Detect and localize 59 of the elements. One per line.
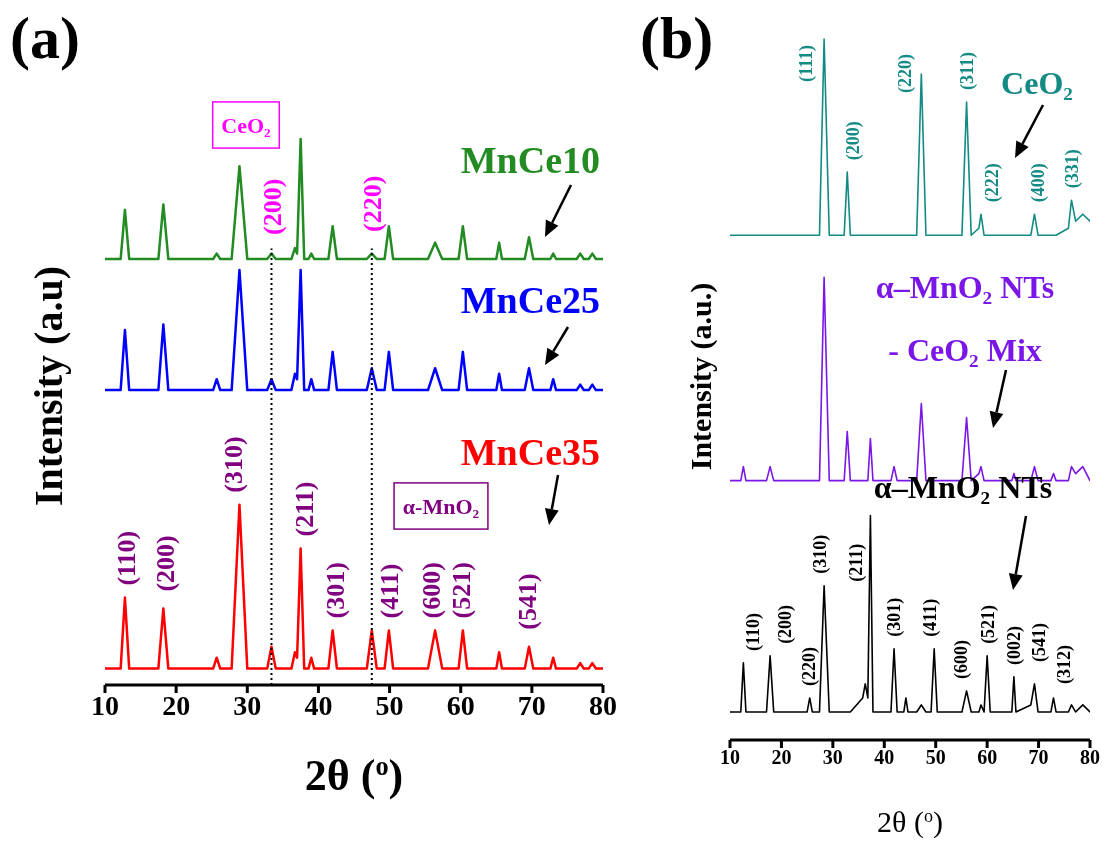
x-tick-label: 40 bbox=[874, 746, 895, 769]
annotation: (211) bbox=[846, 543, 868, 582]
annotation: (310) bbox=[810, 534, 832, 574]
annotation: (220) bbox=[798, 646, 820, 686]
x-tick-label: 30 bbox=[822, 746, 843, 769]
annotation: (200) bbox=[150, 535, 180, 592]
annotation: (222) bbox=[981, 163, 1003, 203]
x-tick-label: 60 bbox=[446, 689, 475, 721]
chart-title: (b) bbox=[640, 5, 714, 71]
annotation: (220) bbox=[895, 53, 917, 93]
x-tick-label: 20 bbox=[771, 746, 792, 769]
annotation: (541) bbox=[1029, 622, 1051, 662]
x-tick-label: 50 bbox=[375, 689, 404, 721]
x-tick-label: 70 bbox=[517, 689, 546, 721]
annotation: (310) bbox=[218, 436, 248, 493]
annotation: (521) bbox=[978, 604, 1000, 644]
annotation: (311) bbox=[956, 52, 978, 91]
series-label: MnCe10 bbox=[460, 139, 600, 181]
annotation: (600) bbox=[950, 639, 972, 679]
y-axis-title: Intensity (a.u.) bbox=[683, 282, 718, 471]
y-axis-title: Intensity (a.u) bbox=[25, 265, 71, 507]
x-tick-label: 70 bbox=[1028, 746, 1049, 769]
text: MnCe35 bbox=[460, 431, 600, 473]
x-tick-label: 40 bbox=[304, 689, 333, 721]
annotation: (521) bbox=[446, 562, 476, 619]
annotation: (111) bbox=[796, 44, 818, 82]
annotation: (301) bbox=[884, 597, 906, 637]
annotation: (411) bbox=[374, 563, 404, 619]
annotation: (200) bbox=[843, 121, 865, 161]
x-tick-label: 60 bbox=[977, 746, 998, 769]
series-label: CeO₂ bbox=[1001, 65, 1073, 101]
annotation: (331) bbox=[1062, 149, 1084, 189]
series-label: MnCe25 bbox=[460, 279, 600, 321]
x-tick-label: 10 bbox=[91, 689, 119, 721]
text: CeO₂ bbox=[221, 112, 272, 138]
annotation: (110) bbox=[111, 530, 141, 586]
x-axis-title: 2θ ($^{o}$) bbox=[877, 805, 943, 839]
x-tick-label: 20 bbox=[162, 689, 191, 721]
x-tick-label: 30 bbox=[233, 689, 262, 721]
x-tick-label: 50 bbox=[925, 746, 946, 769]
x-axis-title: 2θ ($^{o}$) bbox=[304, 751, 404, 800]
annotation: (200) bbox=[257, 178, 287, 235]
annotation: (541) bbox=[512, 573, 542, 630]
annotation: (002) bbox=[1003, 625, 1025, 665]
annotation: (301) bbox=[320, 562, 350, 619]
x-tick-label: 80 bbox=[589, 689, 617, 721]
x-tick-label: 80 bbox=[1080, 746, 1100, 769]
annotation: (211) bbox=[289, 481, 319, 537]
x-tick-label: 10 bbox=[720, 746, 740, 769]
annotation: (400) bbox=[1028, 163, 1050, 203]
annotation: (600) bbox=[416, 562, 446, 619]
annotation: (312) bbox=[1054, 644, 1076, 684]
annotation: (220) bbox=[357, 175, 387, 232]
series-label: α–MnO₂ NTs - CeO₂ Mix bbox=[875, 269, 1055, 368]
annotation: α-MnO₂ bbox=[402, 493, 480, 519]
chart-title: (a) bbox=[10, 5, 80, 71]
annotation: (411) bbox=[920, 598, 942, 637]
annotation: (200) bbox=[775, 604, 797, 644]
annotation: (110) bbox=[743, 612, 765, 651]
